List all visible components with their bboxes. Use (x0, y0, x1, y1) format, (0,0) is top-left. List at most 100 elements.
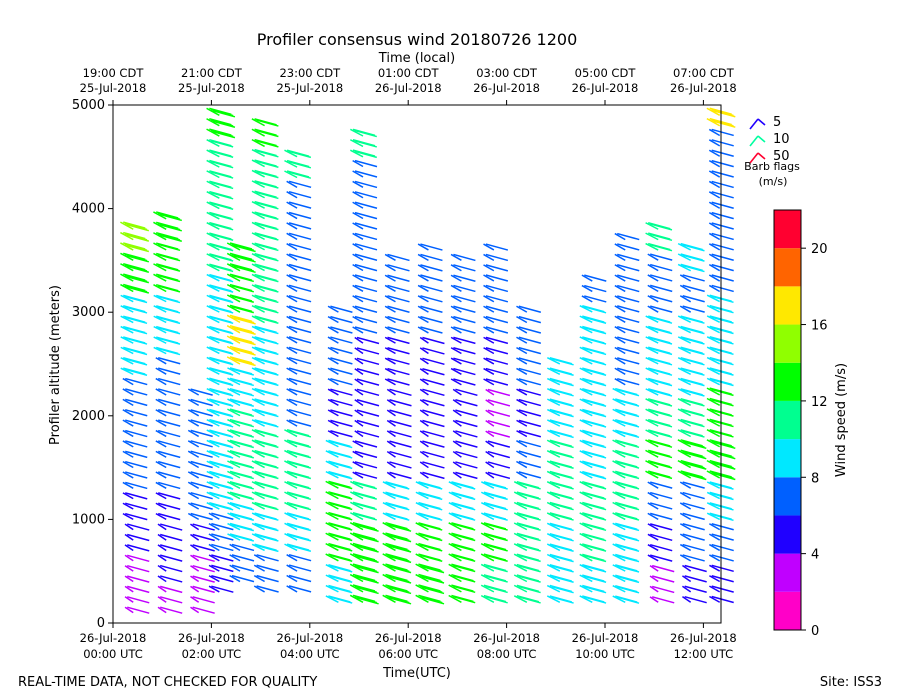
barb-flag (518, 357, 542, 365)
barb-flag (518, 398, 542, 407)
barb-shaft (546, 522, 561, 531)
barb-shaft (415, 512, 429, 521)
barb-flag (453, 544, 476, 552)
barb-flag (125, 409, 148, 417)
barb-shaft (206, 107, 220, 116)
barb-flag (212, 110, 236, 118)
barb-shaft (352, 305, 364, 313)
barb-shaft (708, 253, 721, 261)
barb-shaft (206, 491, 220, 500)
barb-flag (288, 161, 312, 169)
barb-shaft (647, 481, 659, 489)
barb-flag (127, 533, 150, 542)
barb-shaft (579, 388, 593, 396)
barb-shaft (286, 367, 298, 375)
barb-flag (650, 284, 673, 293)
barb-shaft (682, 564, 692, 572)
barb-flag (125, 419, 148, 427)
legend-barb-shaft (749, 152, 759, 164)
barb-shaft (579, 553, 593, 562)
barb-shaft (579, 346, 593, 355)
barb-flag (551, 461, 574, 469)
barb-flag (485, 523, 508, 531)
barb-flag (210, 461, 234, 470)
top-tick-date: 25-Jul-2018 (178, 81, 245, 95)
barb-shaft (122, 512, 134, 521)
barb-shaft (647, 544, 659, 552)
barb-shaft (120, 263, 134, 272)
barb-column (226, 242, 256, 583)
barb-shaft (229, 543, 241, 552)
barb-flag (288, 544, 312, 552)
barb-flag (330, 492, 353, 500)
barb-flag (387, 315, 410, 324)
barb-flag (518, 460, 542, 469)
x-tick-date: 26-Jul-2018 (80, 631, 147, 645)
barb-flag (354, 159, 378, 168)
barb-shaft (647, 533, 659, 541)
barb-flag (160, 596, 183, 604)
barb-shaft (251, 211, 265, 220)
colorbar-segment (774, 324, 801, 363)
barb-shaft (286, 191, 298, 199)
barb-flag (123, 221, 146, 229)
barb-flag (453, 305, 476, 313)
barb-shaft (206, 367, 220, 375)
barb-flag (583, 523, 607, 532)
barb-flag (583, 358, 607, 366)
barb-shaft (417, 326, 429, 334)
barb-flag (256, 554, 279, 562)
barb-flag (518, 388, 542, 396)
barb-shaft (122, 502, 134, 510)
barb-shaft (417, 243, 429, 251)
barb-shaft (485, 388, 495, 396)
barb-shaft (647, 502, 659, 510)
barb-flag (388, 555, 412, 564)
barb-flag (453, 264, 476, 272)
barb-shaft (485, 409, 495, 417)
barb-shaft (382, 542, 396, 552)
barb-shaft (614, 295, 626, 303)
barb-flag (650, 263, 673, 272)
barb-shaft (448, 491, 462, 500)
barb-shaft (706, 439, 721, 448)
barb-flag (387, 336, 410, 345)
barb-flag (387, 326, 410, 334)
barb-flag (256, 119, 279, 127)
barb-shaft (157, 596, 167, 603)
barb-shaft (354, 336, 364, 344)
barb-shaft (155, 481, 167, 489)
barb-shaft (382, 491, 396, 500)
barb-shaft (677, 253, 692, 262)
barb-shaft (382, 532, 396, 541)
barb-shaft (614, 378, 626, 386)
barb-shaft (325, 439, 339, 448)
barb-shaft (581, 295, 593, 303)
barb-column (546, 356, 574, 604)
barb-flag (288, 232, 312, 241)
barb-shaft (706, 502, 721, 510)
barb-shaft (480, 553, 495, 562)
barb-flag (422, 450, 445, 459)
x-tick-date: 26-Jul-2018 (178, 631, 245, 645)
barb-flag (684, 564, 707, 573)
barb-column (579, 274, 607, 604)
barb-shaft (208, 533, 220, 541)
barb-shaft (645, 315, 659, 323)
barb-flag (256, 222, 279, 231)
barb-shaft (354, 430, 364, 438)
barb-flag (682, 316, 705, 324)
colorbar-segment (774, 362, 801, 401)
barb-flag (190, 481, 213, 489)
barb-shaft (251, 263, 265, 272)
barb-flag (616, 586, 640, 594)
barb-shaft (579, 522, 593, 531)
barb-shaft (157, 554, 167, 562)
barb-shaft (708, 159, 721, 168)
barb-shaft (417, 295, 429, 303)
barb-shaft (483, 284, 495, 292)
barb-flag (551, 420, 574, 428)
barb-flag (387, 367, 410, 376)
barb-shaft (286, 201, 298, 209)
barb-flag (453, 284, 476, 293)
